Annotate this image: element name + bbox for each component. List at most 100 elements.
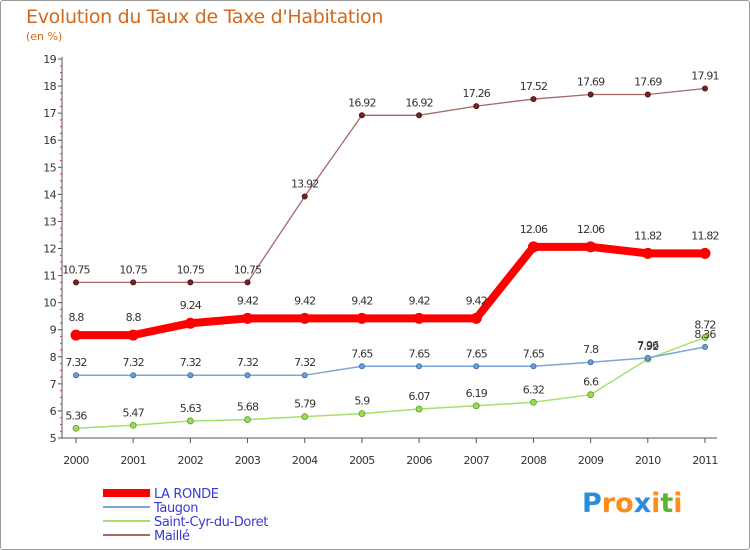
data-label-saint-cyr-du-doret: 5.47 bbox=[123, 406, 145, 419]
y-tick-label: 6 bbox=[50, 405, 57, 418]
data-point-taugon bbox=[644, 354, 651, 361]
data-point-maill- bbox=[301, 193, 308, 200]
data-point-saint-cyr-du-doret bbox=[129, 421, 137, 429]
y-tick-label: 8 bbox=[50, 351, 57, 364]
data-label-maill-: 10.75 bbox=[119, 263, 147, 276]
data-label-maill-: 17.91 bbox=[691, 70, 719, 83]
data-label-maill-: 17.69 bbox=[634, 75, 662, 88]
data-label-saint-cyr-du-doret: 5.63 bbox=[180, 402, 202, 415]
y-tick-label: 18 bbox=[43, 80, 56, 93]
y-tick-label: 14 bbox=[43, 188, 56, 201]
data-point-la-ronde bbox=[470, 312, 482, 324]
data-point-taugon bbox=[73, 372, 80, 379]
data-point-maill- bbox=[644, 91, 651, 98]
x-tick-label: 2005 bbox=[349, 454, 375, 467]
data-label-la-ronde: 9.42 bbox=[408, 294, 429, 307]
data-point-taugon bbox=[358, 363, 365, 370]
data-point-maill- bbox=[358, 112, 365, 119]
data-label-saint-cyr-du-doret: 6.07 bbox=[408, 390, 430, 403]
data-label-maill-: 10.75 bbox=[177, 263, 205, 276]
data-point-la-ronde bbox=[70, 329, 82, 341]
legend-label-saint-cyr-du-doret: Saint-Cyr-du-Doret bbox=[154, 515, 268, 530]
data-label-la-ronde: 12.06 bbox=[520, 223, 548, 236]
axes: 5 6 7 8 9 10 11 12 13 14 15 16 17 18 19 2000 2001 2002 200… bbox=[43, 53, 718, 467]
data-label-taugon: 7.65 bbox=[523, 347, 545, 360]
data-point-maill- bbox=[473, 103, 480, 110]
proxiti-logo: Proxiti bbox=[582, 488, 683, 519]
data-label-saint-cyr-du-doret: 6.32 bbox=[523, 383, 544, 396]
data-point-taugon bbox=[530, 363, 537, 370]
data-point-taugon bbox=[301, 372, 308, 379]
data-point-saint-cyr-du-doret bbox=[301, 413, 309, 421]
logo-letter: r bbox=[601, 488, 616, 519]
legend-label-taugon: Taugon bbox=[153, 501, 198, 516]
data-point-la-ronde bbox=[642, 247, 654, 259]
data-point-maill- bbox=[416, 112, 423, 119]
data-point-la-ronde bbox=[127, 329, 139, 341]
data-label-la-ronde: 9.42 bbox=[237, 294, 258, 307]
data-point-maill- bbox=[587, 91, 594, 98]
data-label-taugon: 8.36 bbox=[694, 328, 716, 341]
series-line-taugon bbox=[75, 346, 706, 376]
data-point-la-ronde bbox=[299, 312, 311, 324]
data-label-saint-cyr-du-doret: 5.79 bbox=[294, 398, 316, 411]
legend-label-la-ronde: LA RONDE bbox=[154, 487, 219, 502]
x-tick-label: 2008 bbox=[521, 454, 547, 467]
x-tick-label: 2003 bbox=[235, 454, 261, 467]
x-tick-label: 2007 bbox=[463, 454, 489, 467]
data-label-taugon: 7.65 bbox=[466, 347, 488, 360]
logo-letter: i bbox=[673, 488, 683, 519]
legend-label-maill-: Maillé bbox=[154, 529, 190, 544]
data-point-taugon bbox=[130, 372, 137, 379]
data-label-saint-cyr-du-doret: 5.68 bbox=[237, 401, 259, 414]
logo-letter: P bbox=[582, 488, 602, 519]
x-tick-label: 2000 bbox=[63, 454, 89, 467]
data-label-maill-: 16.92 bbox=[348, 96, 376, 109]
data-label-taugon: 7.32 bbox=[294, 356, 315, 369]
x-tick-label: 2001 bbox=[120, 454, 146, 467]
data-label-saint-cyr-du-doret: 6.19 bbox=[466, 387, 488, 400]
data-point-maill- bbox=[244, 279, 251, 286]
data-point-la-ronde bbox=[184, 317, 196, 329]
data-point-saint-cyr-du-doret bbox=[587, 391, 595, 399]
data-label-saint-cyr-du-doret: 6.6 bbox=[583, 376, 599, 389]
data-point-la-ronde bbox=[699, 247, 711, 259]
data-label-la-ronde: 8.8 bbox=[68, 311, 84, 324]
y-tick-label: 16 bbox=[43, 134, 56, 147]
x-tick-label: 2010 bbox=[635, 454, 661, 467]
data-label-la-ronde: 9.24 bbox=[180, 299, 202, 312]
chart-title: Evolution du Taux de Taxe d'Habitation bbox=[26, 6, 384, 28]
data-label-taugon: 7.32 bbox=[180, 356, 201, 369]
data-label-la-ronde: 11.82 bbox=[634, 229, 662, 242]
series-line-saint-cyr-du-doret bbox=[75, 336, 706, 430]
data-label-maill-: 17.69 bbox=[577, 75, 605, 88]
data-label-taugon: 7.8 bbox=[583, 343, 599, 356]
data-point-saint-cyr-du-doret bbox=[415, 405, 423, 413]
x-tick-label: 2006 bbox=[406, 454, 432, 467]
data-label-la-ronde: 9.42 bbox=[466, 294, 487, 307]
data-point-la-ronde bbox=[356, 312, 368, 324]
y-tick-label: 15 bbox=[43, 161, 56, 174]
y-tick-label: 9 bbox=[50, 324, 57, 337]
data-label-la-ronde: 11.82 bbox=[691, 229, 719, 242]
data-label-taugon: 7.32 bbox=[237, 356, 258, 369]
data-point-maill- bbox=[130, 279, 137, 286]
data-label-maill-: 17.26 bbox=[463, 87, 491, 100]
data-point-maill- bbox=[530, 96, 537, 103]
data-point-maill- bbox=[702, 85, 709, 92]
data-label-taugon: 7.32 bbox=[65, 356, 86, 369]
data-labels: 5.36 5.47 5.63 5.68 5.79 5.9 6.07 6.19 6.32 6.6 7.… bbox=[62, 70, 719, 423]
data-point-saint-cyr-du-doret bbox=[472, 402, 480, 410]
data-label-la-ronde: 9.42 bbox=[351, 294, 372, 307]
data-point-saint-cyr-du-doret bbox=[72, 424, 80, 432]
y-tick-label: 12 bbox=[43, 243, 56, 256]
logo-letter: t bbox=[660, 488, 674, 519]
data-label-saint-cyr-du-doret: 8.72 bbox=[694, 318, 715, 331]
data-point-saint-cyr-du-doret bbox=[530, 398, 537, 406]
data-label-maill-: 10.75 bbox=[234, 263, 262, 276]
data-label-la-ronde: 8.8 bbox=[126, 311, 142, 324]
data-point-maill- bbox=[187, 279, 194, 286]
chart-subtitle: (en %) bbox=[26, 30, 63, 43]
data-label-maill-: 13.92 bbox=[291, 178, 319, 191]
data-point-taugon bbox=[587, 359, 594, 366]
